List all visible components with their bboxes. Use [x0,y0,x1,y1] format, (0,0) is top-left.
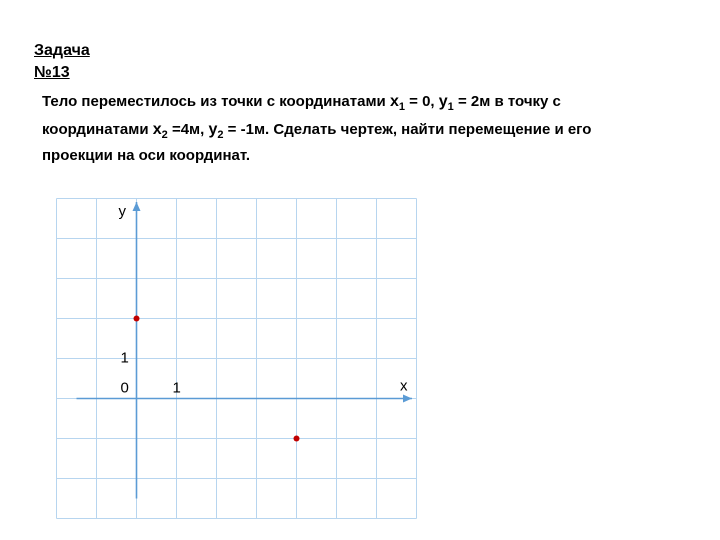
coordinate-chart: у х 0 1 1 [56,198,418,525]
val-y1: = 2м в точку с [454,93,561,110]
chart-svg: у х 0 1 1 [56,198,418,520]
txt-p1-pre: Тело переместилось из точки с координата… [42,93,390,110]
title-line1: Задача [34,42,90,59]
var-x2: х [153,121,162,138]
val-x1: = 0, [405,93,439,110]
svg-text:у: у [119,203,127,220]
txt-p2-pre: координатами [42,121,153,138]
problem-statement: Тело переместилось из точки с координата… [42,89,662,168]
problem-title: Задача №13 [34,40,90,83]
var-x1: х [390,93,399,110]
svg-text:х: х [400,378,408,395]
svg-text:1: 1 [173,380,181,397]
val-x2: =4м, [168,121,209,138]
var-y1: у [439,93,448,110]
val-y2: = -1м. Сделать чертеж, найти перемещение… [224,121,592,138]
txt-p3: проекции на оси координат. [42,147,250,164]
title-line2: №13 [34,64,70,81]
svg-text:1: 1 [121,350,129,367]
svg-text:0: 0 [121,380,129,397]
